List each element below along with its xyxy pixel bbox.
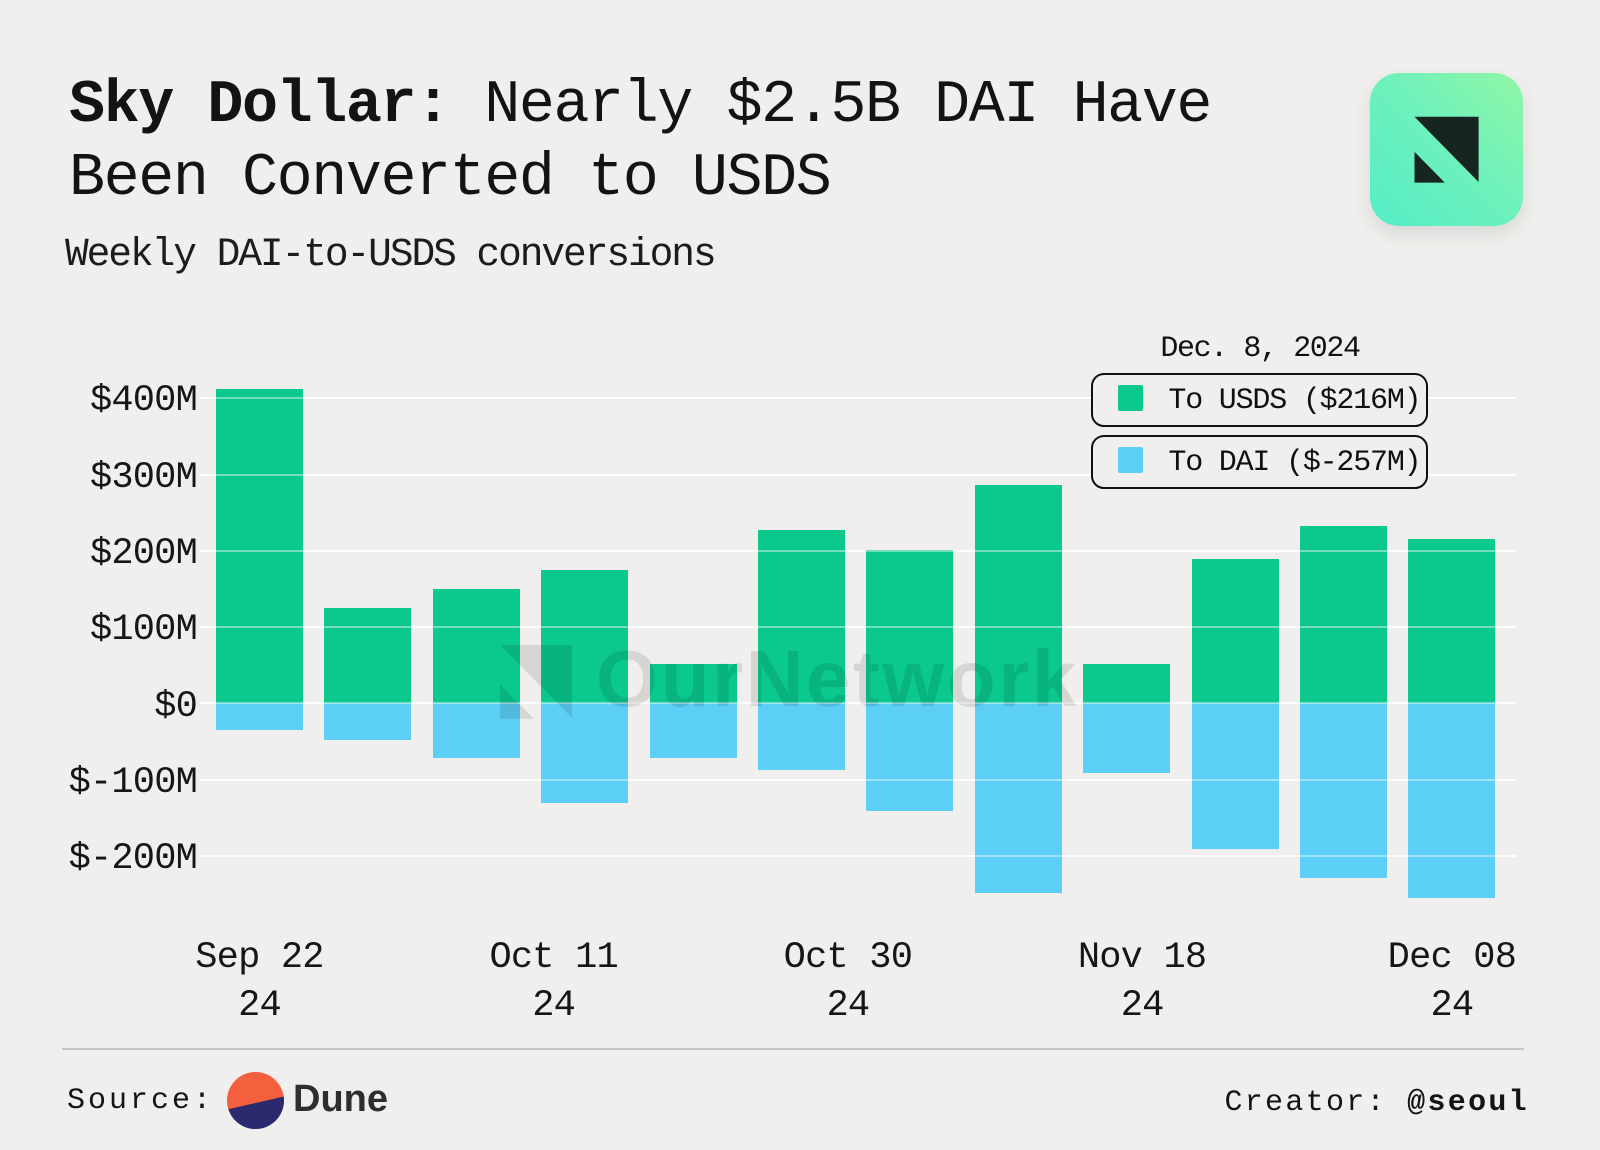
svg-text:OurNetwork: OurNetwork [596,644,1079,723]
